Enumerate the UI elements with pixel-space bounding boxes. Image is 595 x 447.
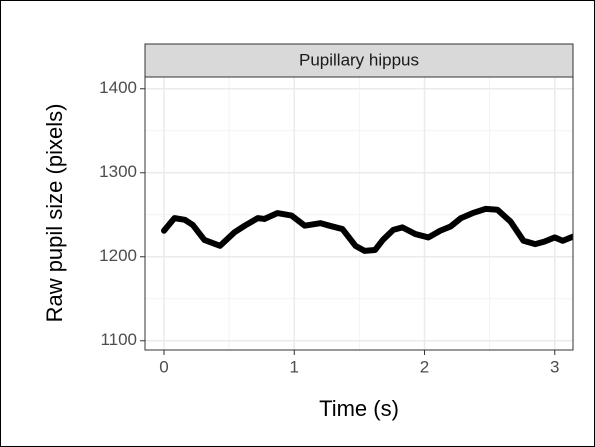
y-tick-label: 1400 — [99, 78, 137, 97]
panel-border — [144, 76, 574, 351]
y-tick-label: 1300 — [99, 162, 137, 181]
y-axis-title: Raw pupil size (pixels) — [42, 104, 67, 323]
x-tick-label: 0 — [159, 357, 168, 376]
x-tick-label: 2 — [420, 357, 429, 376]
strip-label: Pupillary hippus — [299, 50, 419, 69]
x-tick-label: 3 — [550, 357, 559, 376]
facet-strip — [144, 43, 574, 78]
x-tick-label: 1 — [290, 357, 299, 376]
data-line — [161, 205, 573, 254]
x-axis-title: Time (s) — [319, 396, 399, 421]
y-tick-label: 1100 — [100, 330, 137, 349]
y-tick-label: 1200 — [99, 246, 137, 265]
